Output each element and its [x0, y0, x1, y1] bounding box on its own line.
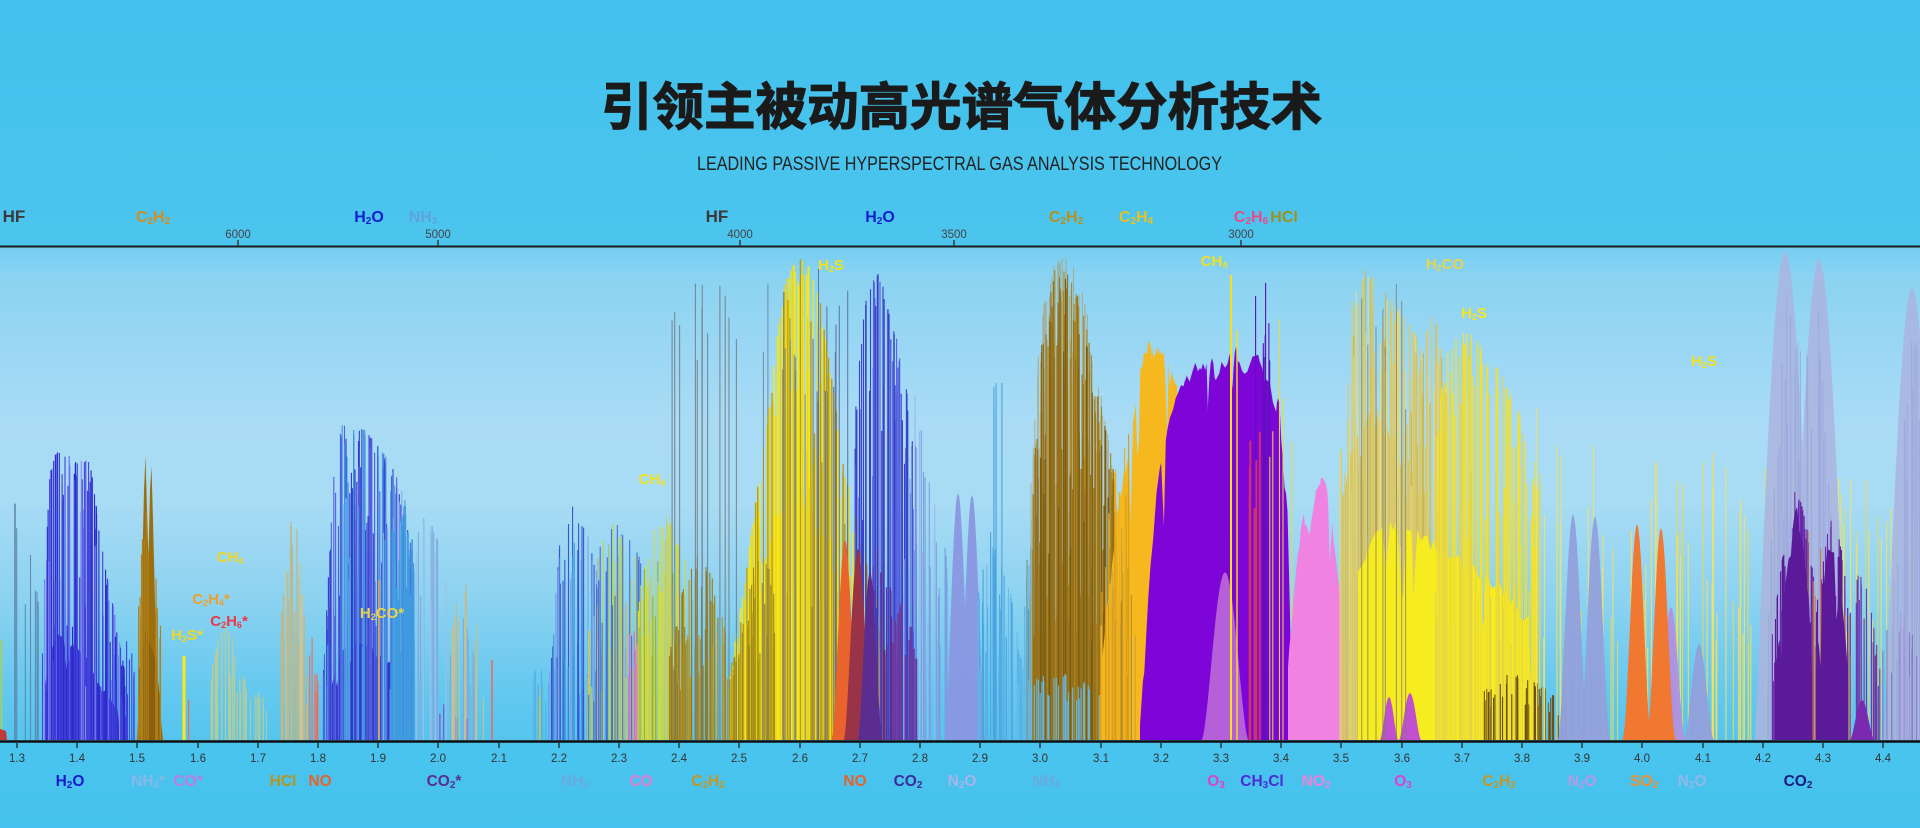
- svg-text:1.4: 1.4: [69, 753, 86, 765]
- svg-text:NO: NO: [308, 773, 331, 790]
- svg-text:3.3: 3.3: [1213, 753, 1229, 765]
- svg-text:CH4: CH4: [217, 549, 244, 566]
- svg-text:O3: O3: [1394, 773, 1412, 791]
- svg-text:1.9: 1.9: [370, 753, 386, 765]
- svg-text:2.2: 2.2: [551, 753, 567, 765]
- svg-text:CO*: CO*: [173, 773, 203, 790]
- svg-text:3.8: 3.8: [1514, 753, 1530, 765]
- svg-text:NO: NO: [843, 773, 866, 790]
- svg-text:2.7: 2.7: [852, 753, 868, 765]
- svg-text:1.5: 1.5: [129, 753, 145, 765]
- svg-text:H2S: H2S: [818, 257, 844, 274]
- svg-text:4.3: 4.3: [1815, 753, 1831, 765]
- svg-text:3.4: 3.4: [1273, 753, 1290, 765]
- svg-text:6000: 6000: [225, 229, 251, 241]
- svg-text:1.7: 1.7: [250, 753, 266, 765]
- svg-text:3.2: 3.2: [1153, 753, 1169, 765]
- svg-text:C2H2: C2H2: [1482, 773, 1516, 791]
- svg-text:SO2: SO2: [1630, 773, 1658, 791]
- svg-text:3.5: 3.5: [1333, 753, 1349, 765]
- svg-text:CO2: CO2: [1784, 773, 1813, 791]
- svg-text:H2O: H2O: [56, 773, 85, 791]
- svg-text:4.4: 4.4: [1875, 753, 1892, 765]
- svg-text:H2S: H2S: [1461, 305, 1487, 322]
- svg-text:H2S*: H2S*: [171, 627, 203, 644]
- svg-text:CH4: CH4: [639, 471, 666, 488]
- svg-text:2.0: 2.0: [430, 753, 446, 765]
- svg-text:NH3: NH3: [561, 773, 589, 791]
- svg-text:3.6: 3.6: [1394, 753, 1410, 765]
- svg-text:2.3: 2.3: [611, 753, 627, 765]
- svg-text:2.1: 2.1: [491, 753, 507, 765]
- svg-text:NH3: NH3: [409, 209, 438, 227]
- svg-text:2.8: 2.8: [912, 753, 928, 765]
- svg-text:C2H6*: C2H6*: [210, 613, 248, 630]
- svg-text:3500: 3500: [941, 229, 967, 241]
- svg-text:NO2: NO2: [1302, 773, 1331, 791]
- svg-text:4.0: 4.0: [1634, 753, 1650, 765]
- svg-text:CH4: CH4: [1201, 253, 1228, 270]
- svg-text:HCl: HCl: [1270, 209, 1298, 226]
- svg-text:NH3*: NH3*: [131, 773, 166, 791]
- svg-text:C2H4: C2H4: [1119, 209, 1154, 227]
- svg-text:2.5: 2.5: [731, 753, 747, 765]
- svg-text:O3: O3: [1207, 773, 1225, 791]
- svg-text:H2O: H2O: [865, 209, 895, 227]
- svg-text:HF: HF: [3, 207, 26, 226]
- svg-text:N2O: N2O: [1568, 773, 1597, 791]
- svg-text:HCl: HCl: [270, 773, 297, 790]
- svg-text:C2H4*: C2H4*: [192, 591, 230, 608]
- svg-text:C2H2: C2H2: [691, 773, 725, 791]
- svg-text:N2O: N2O: [1678, 773, 1707, 791]
- svg-text:CH3Cl: CH3Cl: [1240, 773, 1283, 791]
- svg-text:2.4: 2.4: [671, 753, 688, 765]
- svg-text:H2CO: H2CO: [1426, 256, 1465, 273]
- svg-text:CO: CO: [629, 773, 652, 790]
- svg-text:3.0: 3.0: [1032, 753, 1048, 765]
- svg-text:H2S: H2S: [1691, 353, 1717, 370]
- svg-text:H2CO*: H2CO*: [360, 605, 404, 622]
- svg-text:CO2*: CO2*: [427, 773, 463, 791]
- svg-text:4000: 4000: [727, 229, 753, 241]
- svg-text:1.3: 1.3: [9, 753, 25, 765]
- svg-text:4.1: 4.1: [1695, 753, 1711, 765]
- svg-text:LEADING PASSIVE HYPERSPECTRAL: LEADING PASSIVE HYPERSPECTRAL GAS ANALYS…: [697, 153, 1222, 175]
- svg-text:C2H2: C2H2: [136, 209, 171, 227]
- svg-text:1.6: 1.6: [190, 753, 206, 765]
- svg-text:2.9: 2.9: [972, 753, 988, 765]
- svg-text:C2H6: C2H6: [1234, 209, 1269, 227]
- svg-text:CO2: CO2: [894, 773, 923, 791]
- svg-text:3.1: 3.1: [1093, 753, 1109, 765]
- svg-text:2.6: 2.6: [792, 753, 808, 765]
- svg-text:HF: HF: [706, 207, 729, 226]
- svg-text:C2H2: C2H2: [1049, 209, 1084, 227]
- svg-text:3000: 3000: [1228, 229, 1254, 241]
- svg-text:4.2: 4.2: [1755, 753, 1771, 765]
- svg-text:H2O: H2O: [354, 209, 384, 227]
- svg-text:3.9: 3.9: [1574, 753, 1590, 765]
- svg-text:3.7: 3.7: [1454, 753, 1470, 765]
- svg-text:1.8: 1.8: [310, 753, 326, 765]
- svg-text:N2O: N2O: [948, 773, 977, 791]
- svg-text:NH3: NH3: [1032, 773, 1060, 791]
- svg-text:5000: 5000: [425, 229, 451, 241]
